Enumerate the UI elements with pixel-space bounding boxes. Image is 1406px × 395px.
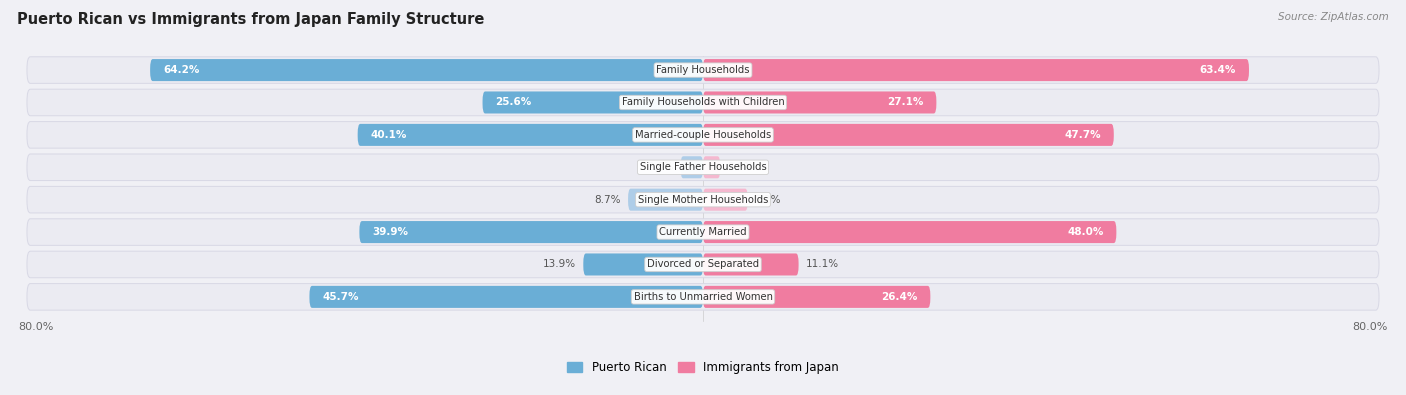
Text: 5.2%: 5.2% — [755, 195, 782, 205]
Text: Family Households: Family Households — [657, 65, 749, 75]
Legend: Puerto Rican, Immigrants from Japan: Puerto Rican, Immigrants from Japan — [562, 356, 844, 379]
FancyBboxPatch shape — [27, 89, 1379, 116]
Text: Source: ZipAtlas.com: Source: ZipAtlas.com — [1278, 12, 1389, 22]
FancyBboxPatch shape — [628, 189, 703, 211]
Text: 27.1%: 27.1% — [887, 98, 924, 107]
FancyBboxPatch shape — [27, 219, 1379, 245]
Text: Divorced or Separated: Divorced or Separated — [647, 260, 759, 269]
Text: Currently Married: Currently Married — [659, 227, 747, 237]
FancyBboxPatch shape — [703, 286, 931, 308]
FancyBboxPatch shape — [681, 156, 703, 178]
FancyBboxPatch shape — [27, 57, 1379, 83]
Text: 25.6%: 25.6% — [495, 98, 531, 107]
FancyBboxPatch shape — [703, 92, 936, 113]
Text: 80.0%: 80.0% — [18, 322, 53, 332]
FancyBboxPatch shape — [703, 254, 799, 275]
Text: Births to Unmarried Women: Births to Unmarried Women — [634, 292, 772, 302]
Text: 80.0%: 80.0% — [1353, 322, 1388, 332]
Text: 64.2%: 64.2% — [163, 65, 200, 75]
FancyBboxPatch shape — [703, 221, 1116, 243]
FancyBboxPatch shape — [360, 221, 703, 243]
Text: Puerto Rican vs Immigrants from Japan Family Structure: Puerto Rican vs Immigrants from Japan Fa… — [17, 12, 484, 27]
Text: 39.9%: 39.9% — [373, 227, 408, 237]
Text: 40.1%: 40.1% — [371, 130, 406, 140]
FancyBboxPatch shape — [27, 122, 1379, 148]
Text: 2.0%: 2.0% — [727, 162, 754, 172]
FancyBboxPatch shape — [703, 59, 1249, 81]
Text: 63.4%: 63.4% — [1199, 65, 1236, 75]
FancyBboxPatch shape — [357, 124, 703, 146]
Text: 2.6%: 2.6% — [647, 162, 673, 172]
FancyBboxPatch shape — [309, 286, 703, 308]
FancyBboxPatch shape — [703, 189, 748, 211]
FancyBboxPatch shape — [482, 92, 703, 113]
FancyBboxPatch shape — [583, 254, 703, 275]
FancyBboxPatch shape — [703, 156, 720, 178]
FancyBboxPatch shape — [27, 284, 1379, 310]
Text: 45.7%: 45.7% — [322, 292, 359, 302]
Text: Single Mother Households: Single Mother Households — [638, 195, 768, 205]
Text: 11.1%: 11.1% — [806, 260, 838, 269]
Text: Single Father Households: Single Father Households — [640, 162, 766, 172]
FancyBboxPatch shape — [27, 251, 1379, 278]
FancyBboxPatch shape — [703, 124, 1114, 146]
Text: 48.0%: 48.0% — [1067, 227, 1104, 237]
Text: 47.7%: 47.7% — [1064, 130, 1101, 140]
Text: 26.4%: 26.4% — [882, 292, 918, 302]
FancyBboxPatch shape — [150, 59, 703, 81]
Text: 8.7%: 8.7% — [595, 195, 621, 205]
Text: Married-couple Households: Married-couple Households — [636, 130, 770, 140]
FancyBboxPatch shape — [27, 186, 1379, 213]
Text: Family Households with Children: Family Households with Children — [621, 98, 785, 107]
FancyBboxPatch shape — [27, 154, 1379, 181]
Text: 13.9%: 13.9% — [543, 260, 576, 269]
